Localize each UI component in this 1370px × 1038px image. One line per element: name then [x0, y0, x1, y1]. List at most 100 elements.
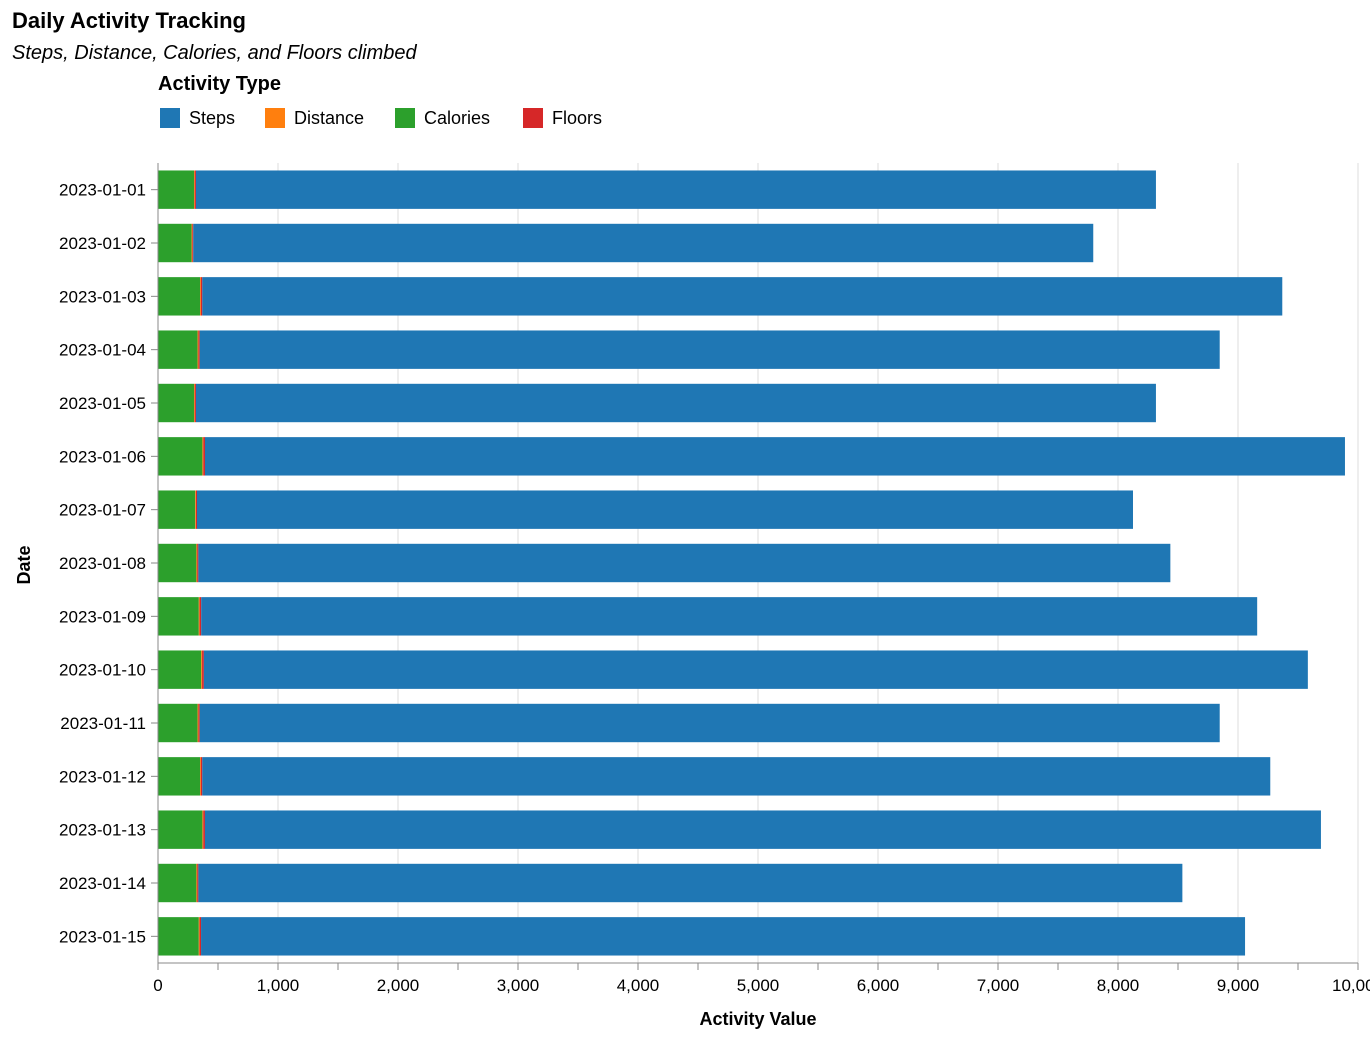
bar-distance-2023-01-14: [196, 863, 198, 903]
bar-floors-2023-01-15: [199, 917, 202, 956]
y-tick-label: 2023-01-08: [59, 554, 146, 573]
bars: [158, 170, 1345, 956]
bar-distance-2023-01-15: [198, 917, 200, 956]
y-tick-label: 2023-01-03: [59, 287, 146, 306]
bar-steps-2023-01-06: [204, 437, 1345, 476]
y-tick-label: 2023-01-05: [59, 394, 146, 413]
bar-floors-2023-01-11: [198, 703, 200, 743]
x-tick-label: 2,000: [377, 976, 420, 995]
bar-floors-2023-01-03: [200, 277, 203, 316]
bar-floors-2023-01-13: [203, 810, 205, 849]
bar-distance-2023-01-13: [202, 810, 204, 849]
y-axis-title: Date: [14, 545, 34, 584]
legend-label-distance: Distance: [294, 108, 364, 128]
legend-label-calories: Calories: [424, 108, 490, 128]
x-tick-label: 5,000: [737, 976, 780, 995]
x-axis-title: Activity Value: [699, 1009, 816, 1029]
bar-calories-2023-01-12: [158, 757, 200, 796]
y-tick-label: 2023-01-10: [59, 661, 146, 680]
y-tick-label: 2023-01-04: [59, 341, 146, 360]
bar-calories-2023-01-02: [158, 223, 192, 263]
bar-distance-2023-01-07: [195, 490, 196, 529]
x-tick-label: 0: [153, 976, 162, 995]
bar-floors-2023-01-08: [197, 543, 199, 583]
y-tick-label: 2023-01-15: [59, 927, 146, 946]
x-tick-label: 7,000: [977, 976, 1020, 995]
bar-distance-2023-01-05: [194, 383, 195, 423]
bar-steps-2023-01-03: [202, 277, 1283, 316]
bar-distance-2023-01-08: [196, 543, 198, 583]
legend-label-steps: Steps: [189, 108, 235, 128]
bar-steps-2023-01-04: [199, 330, 1220, 369]
bar-calories-2023-01-13: [158, 810, 203, 849]
bar-steps-2023-01-12: [202, 757, 1271, 796]
legend-swatch-calories: [395, 108, 415, 128]
bar-distance-2023-01-12: [200, 757, 201, 796]
bar-calories-2023-01-06: [158, 437, 203, 476]
legend-title: Activity Type: [158, 73, 281, 95]
x-tick-label: 9,000: [1217, 976, 1260, 995]
bar-floors-2023-01-09: [199, 597, 202, 636]
bar-steps-2023-01-01: [195, 170, 1156, 209]
bar-floors-2023-01-02: [192, 223, 194, 263]
axes: 0 1,000 2,000 3,000 4,000 5,000 6,000 7,000 8,00…: [59, 163, 1370, 995]
bar-distance-2023-01-02: [191, 223, 193, 263]
x-tick-label: 10,000: [1332, 976, 1370, 995]
x-tick-label: 4,000: [617, 976, 660, 995]
x-tick-label: 3,000: [497, 976, 540, 995]
bar-steps-2023-01-05: [195, 383, 1156, 423]
bar-distance-2023-01-06: [202, 437, 204, 476]
x-tick-label: 8,000: [1097, 976, 1140, 995]
y-tick-label: 2023-01-11: [60, 714, 146, 733]
bar-distance-2023-01-11: [197, 703, 199, 743]
legend-swatch-distance: [265, 108, 285, 128]
bar-floors-2023-01-12: [200, 757, 203, 796]
bar-calories-2023-01-14: [158, 863, 197, 903]
x-tick-label: 6,000: [857, 976, 900, 995]
bar-calories-2023-01-09: [158, 597, 199, 636]
bar-distance-2023-01-03: [200, 277, 201, 316]
bar-steps-2023-01-08: [198, 543, 1171, 583]
x-tick-label: 1,000: [257, 976, 300, 995]
bar-calories-2023-01-10: [158, 650, 202, 689]
bar-distance-2023-01-10: [201, 650, 203, 689]
bar-floors-2023-01-14: [197, 863, 199, 903]
bar-floors-2023-01-05: [194, 383, 196, 423]
chart-subtitle: Steps, Distance, Calories, and Floors cl…: [12, 42, 417, 64]
y-tick-label: 2023-01-09: [59, 607, 146, 626]
legend-label-floors: Floors: [552, 108, 602, 128]
bar-floors-2023-01-06: [203, 437, 205, 476]
y-tick-label: 2023-01-12: [59, 767, 146, 786]
bar-floors-2023-01-04: [198, 330, 200, 369]
y-tick-label: 2023-01-02: [59, 234, 146, 253]
bar-floors-2023-01-01: [194, 170, 196, 209]
bar-calories-2023-01-04: [158, 330, 198, 369]
bar-floors-2023-01-07: [195, 490, 197, 529]
bar-steps-2023-01-07: [197, 490, 1133, 529]
bar-steps-2023-01-10: [203, 650, 1308, 689]
y-tick-label: 2023-01-14: [59, 874, 146, 893]
bar-steps-2023-01-13: [204, 810, 1321, 849]
bar-distance-2023-01-09: [198, 597, 200, 636]
bar-calories-2023-01-11: [158, 703, 198, 743]
bar-steps-2023-01-02: [193, 223, 1094, 263]
bar-steps-2023-01-09: [201, 597, 1258, 636]
chart-title: Daily Activity Tracking: [12, 8, 246, 33]
bar-distance-2023-01-01: [194, 170, 195, 209]
bar-floors-2023-01-10: [202, 650, 204, 689]
bar-calories-2023-01-05: [158, 383, 194, 423]
bar-calories-2023-01-01: [158, 170, 194, 209]
bar-calories-2023-01-15: [158, 917, 199, 956]
y-tick-label: 2023-01-07: [59, 501, 146, 520]
bar-calories-2023-01-08: [158, 543, 197, 583]
bar-steps-2023-01-14: [198, 863, 1183, 903]
bar-calories-2023-01-07: [158, 490, 196, 529]
legend-swatch-floors: [523, 108, 543, 128]
y-tick-label: 2023-01-13: [59, 821, 146, 840]
legend-swatch-steps: [160, 108, 180, 128]
bar-steps-2023-01-11: [199, 703, 1220, 743]
legend: Activity Type Steps Distance Calories Floor…: [158, 73, 602, 128]
bar-calories-2023-01-03: [158, 277, 200, 316]
y-tick-label: 2023-01-06: [59, 447, 146, 466]
